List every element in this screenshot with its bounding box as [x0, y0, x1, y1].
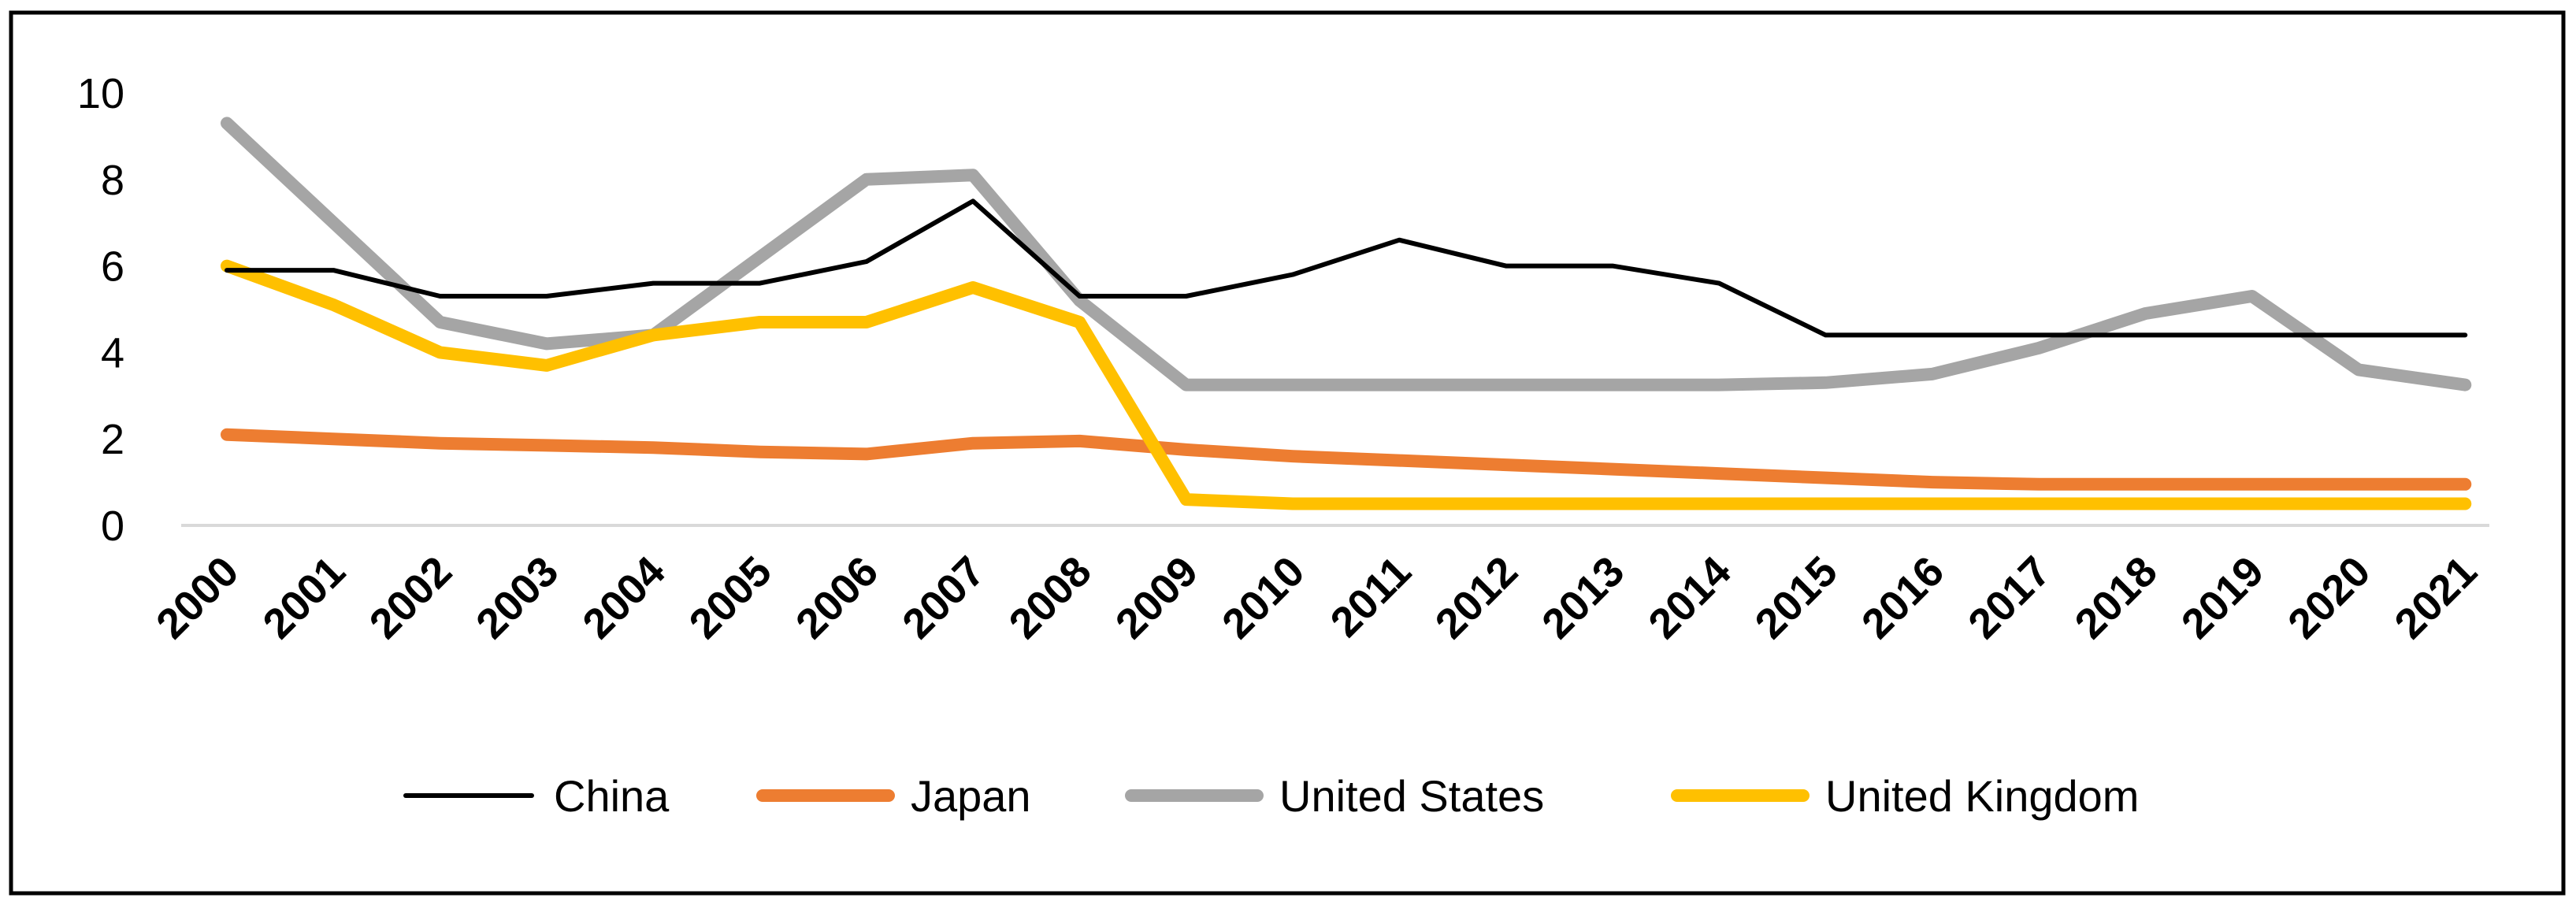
y-tick-label: 2: [101, 416, 124, 463]
legend: China Japan United States United Kingdom: [403, 771, 2139, 821]
legend-label-china: China: [554, 771, 670, 821]
series-line-japan: [221, 428, 2472, 491]
legend-label-united-states: United States: [1279, 771, 1544, 821]
y-tick-label: 4: [101, 329, 124, 377]
y-tick-label: 0: [101, 503, 124, 550]
legend-label-japan: Japan: [911, 771, 1031, 821]
y-axis-ticks: 0 2 4 6 8 10: [77, 70, 124, 550]
y-tick-label: 10: [77, 70, 124, 117]
legend-label-united-kingdom: United Kingdom: [1825, 771, 2139, 821]
y-tick-label: 8: [101, 157, 124, 204]
series-line-united-kingdom: [221, 259, 2472, 510]
series-line-united-states: [221, 117, 2472, 391]
y-tick-label: 6: [101, 243, 124, 291]
series-line-china: [225, 198, 2468, 338]
series-lines: [221, 117, 2472, 510]
